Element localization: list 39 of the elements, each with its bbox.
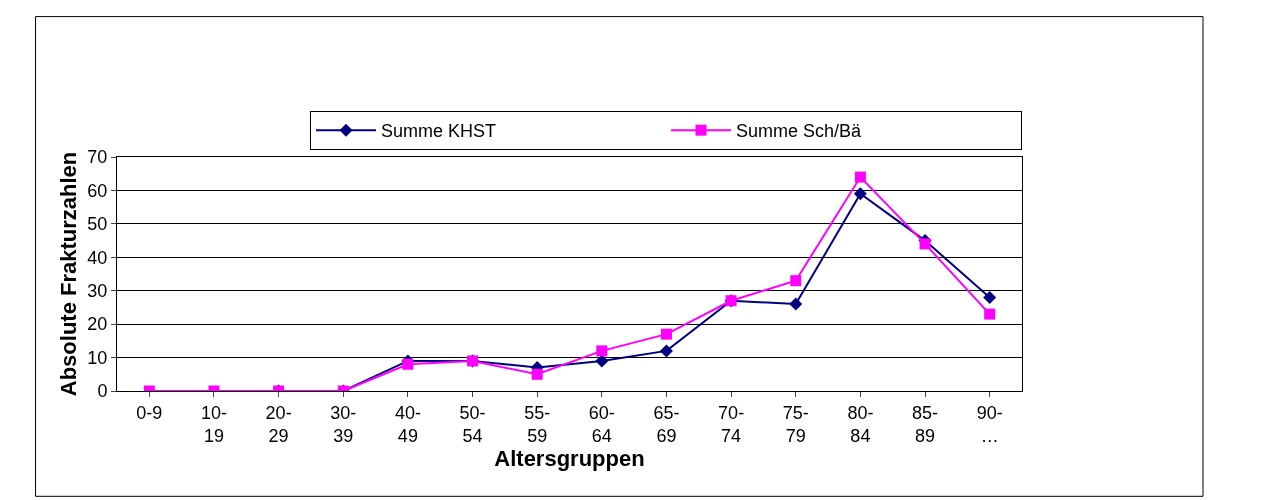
- y-tick-label: 60: [87, 180, 108, 201]
- point: [660, 328, 672, 340]
- y-tick-label: 10: [87, 347, 108, 368]
- x-tick-label: 70- 74: [718, 402, 745, 446]
- x-tick-label: 10- 19: [200, 402, 227, 446]
- y-tick-label: 30: [87, 281, 108, 302]
- y-tick-label: 70: [87, 147, 108, 168]
- x-tick-label: 75- 79: [782, 402, 809, 446]
- point: [854, 171, 866, 183]
- point: [595, 354, 609, 368]
- point: [659, 344, 673, 358]
- x-tick-label: 30- 39: [330, 402, 357, 446]
- point: [919, 238, 931, 250]
- legend-label: Summe Sch/Bä: [736, 121, 863, 142]
- y-tick-label: 50: [87, 214, 108, 235]
- y-tick-label: 0: [97, 381, 108, 402]
- x-tick-label: 80- 84: [847, 402, 874, 446]
- y-tick-label: 20: [87, 314, 108, 335]
- x-tick-label: 50- 54: [459, 402, 486, 446]
- point: [790, 275, 802, 287]
- x-axis-title: Altersgruppen: [494, 446, 645, 471]
- point: [402, 358, 414, 370]
- x-tick-label: 90- …: [976, 402, 1003, 446]
- x-tick-label: 0-9: [136, 402, 163, 423]
- x-tick-label: 85- 89: [912, 402, 939, 446]
- x-tick-label: 60- 64: [588, 402, 615, 446]
- x-tick-label: 55- 59: [524, 402, 551, 446]
- point: [853, 187, 867, 201]
- legend-label: Summe KHST: [381, 121, 497, 142]
- x-tick-label: 65- 69: [653, 402, 680, 446]
- y-axis-title: Absolute Frakturzahlen: [56, 151, 82, 397]
- point: [789, 297, 803, 311]
- point: [983, 290, 997, 304]
- x-tick-label: 20- 29: [265, 402, 292, 446]
- x-tick-label: 40- 49: [394, 402, 421, 446]
- point: [596, 345, 608, 357]
- point: [531, 368, 543, 380]
- y-tick-label: 40: [87, 247, 108, 268]
- point: [984, 308, 996, 320]
